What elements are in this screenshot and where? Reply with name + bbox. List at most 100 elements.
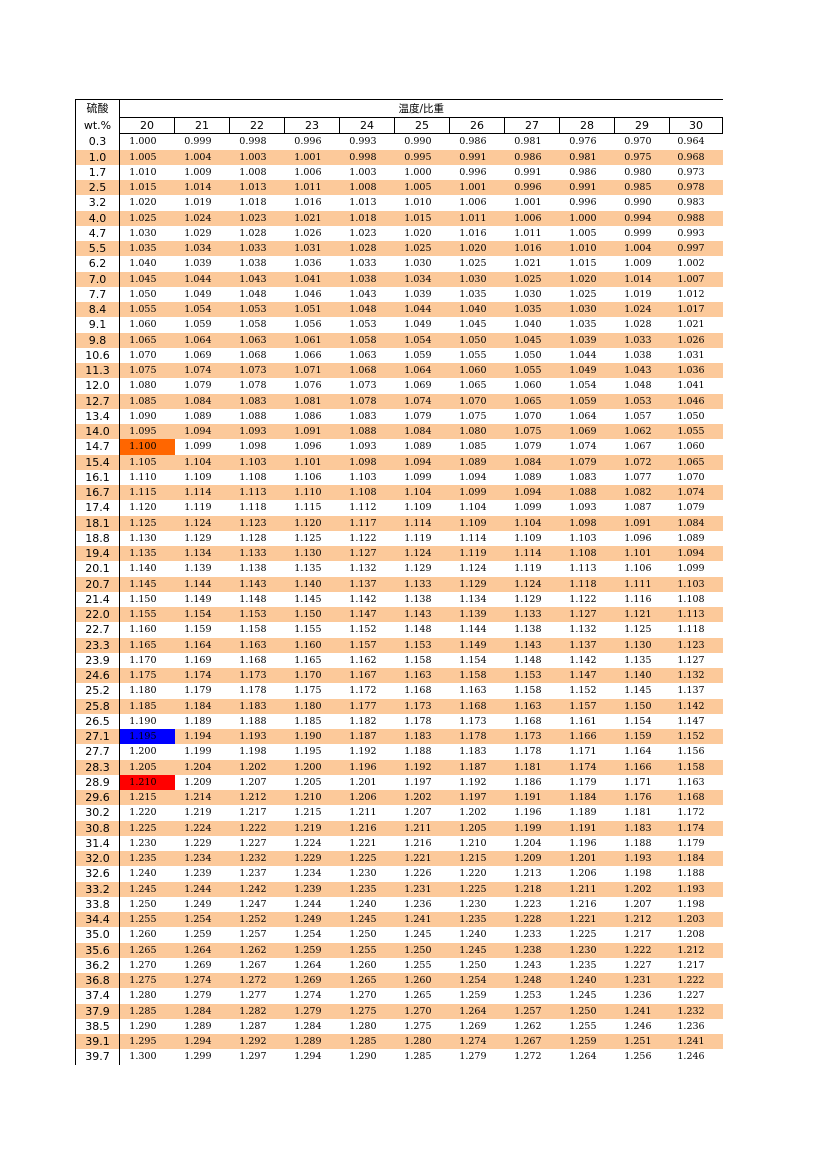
density-cell: 1.240	[129, 868, 157, 880]
density-cell: 1.270	[394, 1003, 450, 1019]
density-cell: 0.993	[349, 136, 377, 148]
density-cell: 1.043	[349, 288, 377, 300]
density-cell: 1.226	[404, 868, 432, 880]
table-row: 17.4 1.120 1.119 1.118 1.115 1.112 1.109 1.104 1…	[75, 500, 723, 516]
density-cell: 1.138	[404, 593, 432, 605]
density-cell: 0.986	[504, 149, 560, 165]
density-cell: 1.168	[239, 654, 267, 666]
density-cell: 1.225	[449, 881, 505, 897]
density-cell: 1.178	[239, 685, 267, 697]
wt-percent-cell: 15.4	[75, 454, 120, 470]
density-cell: 1.249	[184, 898, 212, 910]
density-cell: 1.014	[614, 271, 670, 287]
density-cell: 1.110	[284, 485, 340, 501]
density-cell: 1.094	[174, 424, 230, 440]
density-cell: 1.232	[229, 851, 285, 867]
density-cell: 1.015	[119, 180, 175, 196]
density-cell: 1.084	[669, 515, 723, 531]
wt-percent-cell: 1.0	[75, 149, 120, 165]
density-cell: 1.198	[239, 746, 267, 758]
density-cell: 1.213	[514, 868, 542, 880]
density-cell: 1.006	[294, 166, 322, 178]
density-cell: 1.224	[294, 837, 322, 849]
density-cell: 1.275	[119, 973, 175, 989]
density-cell: 1.173	[394, 698, 450, 714]
density-cell: 1.168	[514, 715, 542, 727]
density-cell: 0.973	[677, 166, 705, 178]
density-cell: 1.087	[624, 502, 652, 514]
density-cell: 1.163	[394, 668, 450, 684]
table-row: 13.4 1.090 1.089 1.088 1.086 1.083 1.079 1.075 1…	[75, 408, 723, 424]
density-cell: 1.224	[174, 820, 230, 836]
temperature-header-28: 28	[559, 116, 615, 135]
wt-percent-cell: 27.1	[75, 729, 120, 745]
density-cell: 0.975	[614, 149, 670, 165]
density-cell: 1.235	[119, 851, 175, 867]
density-cell: 1.264	[174, 942, 230, 958]
density-cell: 1.135	[624, 654, 652, 666]
density-cell: 1.219	[184, 807, 212, 819]
density-cell: 1.113	[569, 563, 597, 575]
density-cell: 1.094	[669, 546, 723, 562]
density-cell: 1.242	[229, 881, 285, 897]
density-cell: 0.999	[184, 136, 212, 148]
density-cell: 1.211	[394, 820, 450, 836]
wt-percent-cell: 4.7	[75, 225, 120, 241]
density-cell: 1.175	[119, 668, 175, 684]
acid-label: 硫酸	[75, 99, 120, 118]
density-cell: 1.152	[349, 624, 377, 636]
density-cell: 1.050	[514, 349, 542, 361]
table-row: 25.8 1.185 1.184 1.183 1.180 1.177 1.173 1.168 1…	[75, 698, 723, 714]
density-cell: 1.230	[129, 837, 157, 849]
density-cell: 1.016	[459, 227, 487, 239]
density-cell: 1.199	[184, 746, 212, 758]
density-cell: 1.122	[349, 532, 377, 544]
density-cell: 1.234	[174, 851, 230, 867]
density-cell: 1.109	[449, 515, 505, 531]
wt-percent-cell: 34.4	[75, 912, 120, 928]
density-cell: 1.166	[614, 759, 670, 775]
header-row-temperatures: wt.% 20 21 22 23 24 25 26 27 28 29 30	[75, 116, 724, 135]
table-row: 18.8 1.130 1.129 1.128 1.125 1.122 1.119 1.114 1…	[75, 530, 723, 546]
density-cell: 1.067	[624, 441, 652, 453]
density-cell: 1.245	[404, 929, 432, 941]
density-cell: 1.228	[504, 912, 560, 928]
density-cell: 1.104	[459, 502, 487, 514]
density-cell: 1.003	[229, 149, 285, 165]
density-cell: 1.071	[284, 363, 340, 379]
density-cell: 1.104	[394, 485, 450, 501]
table-row: 38.5 1.290 1.289 1.287 1.284 1.280 1.275 1.269 1…	[75, 1018, 723, 1034]
density-cell: 1.110	[129, 471, 157, 483]
density-cell: 1.094	[459, 471, 487, 483]
density-cell: 1.156	[677, 746, 705, 758]
table-row: 20.7 1.145 1.144 1.143 1.140 1.137 1.133 1.129 1…	[75, 576, 723, 592]
density-cell: 1.247	[239, 898, 267, 910]
density-cell: 1.123	[229, 515, 285, 531]
density-cell: 1.080	[129, 380, 157, 392]
wt-percent-cell: 28.3	[75, 759, 120, 775]
density-cell: 1.212	[614, 912, 670, 928]
density-cell: 1.124	[394, 546, 450, 562]
unit-label: wt.%	[75, 117, 120, 134]
density-cell: 0.985	[614, 180, 670, 196]
density-cell: 1.044	[174, 271, 230, 287]
density-cell: 1.064	[569, 410, 597, 422]
density-cell: 1.164	[624, 746, 652, 758]
density-cell: 1.083	[569, 471, 597, 483]
wt-percent-cell: 17.4	[75, 500, 120, 516]
density-cell: 1.083	[349, 410, 377, 422]
density-cell: 1.144	[459, 624, 487, 636]
density-cell: 1.048	[339, 302, 395, 318]
density-cell: 1.185	[294, 715, 322, 727]
wt-percent-cell: 22.7	[75, 622, 120, 638]
wt-percent-cell: 5.5	[75, 241, 120, 257]
density-cell: 1.225	[339, 851, 395, 867]
density-cell: 1.030	[514, 288, 542, 300]
density-cell: 1.216	[404, 837, 432, 849]
density-cell: 1.292	[229, 1034, 285, 1050]
density-cell: 1.284	[174, 1003, 230, 1019]
density-cell: 1.078	[239, 380, 267, 392]
density-cell: 1.012	[677, 288, 705, 300]
density-cell: 1.237	[239, 868, 267, 880]
density-cell: 1.086	[294, 410, 322, 422]
